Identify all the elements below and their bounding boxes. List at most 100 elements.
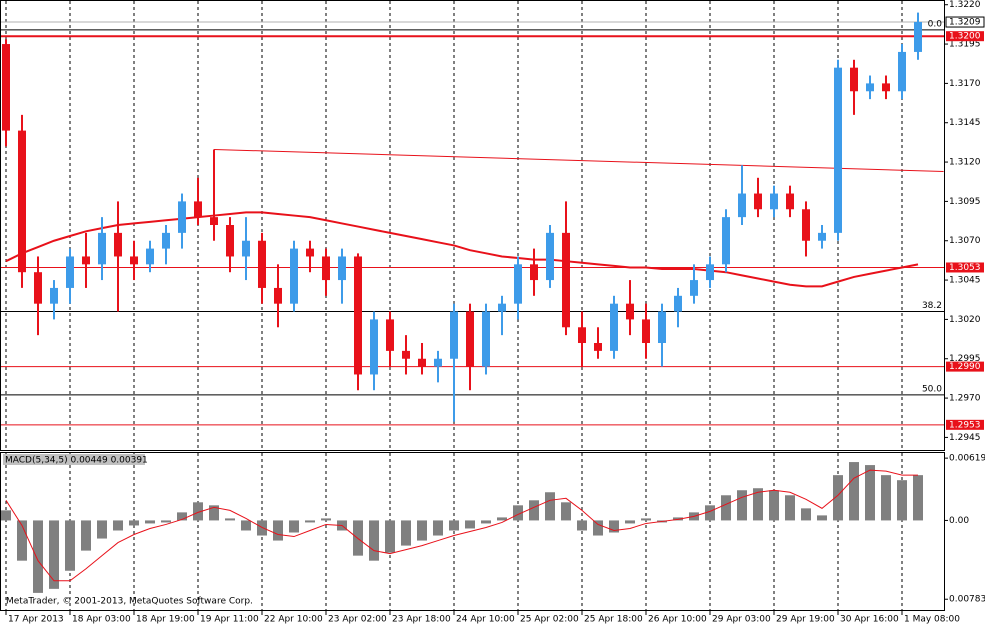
x-tick-label: 19 Apr 11:00 <box>200 615 259 625</box>
candle-body <box>690 280 698 296</box>
macd-bar <box>753 488 763 521</box>
footer: MetaTrader, © 2001-2013, MetaQuotes Soft… <box>6 597 253 607</box>
macd-bar <box>705 505 715 521</box>
y-tick-label: 1.2945 <box>949 433 981 443</box>
candle-body <box>626 303 634 320</box>
candle-body <box>594 343 602 351</box>
candle-body <box>210 217 218 225</box>
y-tick-label: 1.3120 <box>949 158 981 168</box>
macd-bar <box>113 520 123 531</box>
level-box <box>946 31 984 42</box>
axes: 1.3220 1.3195 1.3170 1.3145 1.3120 1.3095 1.30… <box>5 0 985 625</box>
x-tick-label: 29 Apr 03:00 <box>712 615 771 625</box>
candle-body <box>674 295 682 312</box>
candle-body <box>498 303 506 312</box>
price-layer: 0.0 38.2 50.0 <box>1 12 944 426</box>
candle-body <box>866 83 874 92</box>
main-panel <box>0 0 945 451</box>
candle-body <box>770 193 778 210</box>
level-label: 1.3053 <box>949 263 981 273</box>
macd-bar <box>161 520 171 523</box>
y-tick-label: 1.3095 <box>949 197 981 207</box>
x-tick-label: 23 Apr 02:00 <box>328 615 387 625</box>
macd-bar <box>817 515 827 521</box>
macd-bar <box>193 502 203 521</box>
candle-body <box>162 232 170 249</box>
macd-bar <box>225 518 235 521</box>
y-tick-label: 1.3045 <box>949 276 981 286</box>
x-tick-label: 30 Apr 16:00 <box>840 615 899 625</box>
y-tick-label: 0.00783 <box>949 595 985 605</box>
y-tick-label: 0.00619 <box>949 454 985 464</box>
candle-body <box>338 256 346 281</box>
candle-body <box>18 130 26 273</box>
candle-body <box>354 256 362 375</box>
candle-body <box>402 350 410 359</box>
signal-line <box>5 469 918 582</box>
candle-body <box>546 232 554 281</box>
candle-body <box>530 264 538 281</box>
y-tick-label: 1.3020 <box>949 315 981 325</box>
candle-body <box>114 232 122 257</box>
y-tick-label: 1.3145 <box>949 118 981 128</box>
macd-bar <box>433 520 443 536</box>
candle-body <box>562 232 570 328</box>
candle-body <box>610 303 618 351</box>
candle-body <box>306 248 314 257</box>
macd-bar <box>545 492 555 521</box>
fib-label: 50.0 <box>922 384 942 394</box>
macd-bar <box>305 520 315 523</box>
candle-body <box>50 287 58 304</box>
macd-bar <box>17 520 27 561</box>
level-box <box>946 361 984 372</box>
candle-body <box>818 232 826 241</box>
y-tick-label: 1.3070 <box>949 236 981 246</box>
candle-body <box>178 201 186 233</box>
candle-body <box>434 358 442 367</box>
macd-bar <box>369 520 379 561</box>
candle-body <box>386 319 394 351</box>
x-tick-label: 23 Apr 18:00 <box>392 615 451 625</box>
candle-body <box>786 193 794 210</box>
trendline <box>213 148 944 173</box>
candle-body <box>418 358 426 367</box>
candle-body <box>898 51 906 92</box>
x-tick-label: 24 Apr 10:00 <box>456 615 515 625</box>
macd-panel <box>0 452 945 611</box>
candle-body <box>194 201 202 218</box>
candle-body <box>98 232 106 265</box>
macd-bar <box>241 520 251 531</box>
macd-bar <box>529 500 539 521</box>
x-tick-label: 18 Apr 03:00 <box>72 615 131 625</box>
macd-bar <box>209 505 219 521</box>
candle-body <box>754 193 762 210</box>
macd-title: MACD(5,34,5) 0.00449 0.00391 <box>5 456 148 466</box>
macd-bar <box>401 520 411 546</box>
macd-layer <box>1 462 923 593</box>
fib-label: 0.0 <box>928 19 943 29</box>
level-label: 1.3200 <box>949 32 981 42</box>
x-tick-label: 26 Apr 10:00 <box>648 615 707 625</box>
candle-body <box>450 311 458 359</box>
macd-bar <box>465 520 475 529</box>
candle-body <box>466 311 474 367</box>
macd-bar <box>577 520 587 531</box>
macd-bar <box>721 495 731 521</box>
macd-bar <box>129 520 139 526</box>
macd-bar <box>609 520 619 533</box>
macd-bar <box>769 490 779 521</box>
y-tick-label: 1.2970 <box>949 394 981 404</box>
candle-body <box>802 209 810 241</box>
macd-bar <box>417 520 427 541</box>
macd-bar <box>641 518 651 521</box>
level-label: 1.2990 <box>949 362 981 372</box>
macd-bar <box>177 512 187 521</box>
candle-body <box>706 264 714 281</box>
candle-body <box>82 256 90 265</box>
moving-average <box>5 211 919 288</box>
macd-bar <box>561 502 571 521</box>
macd-bar <box>913 475 923 521</box>
macd-bar <box>33 520 43 593</box>
candle-body <box>850 67 858 92</box>
last-price-box <box>945 16 985 28</box>
